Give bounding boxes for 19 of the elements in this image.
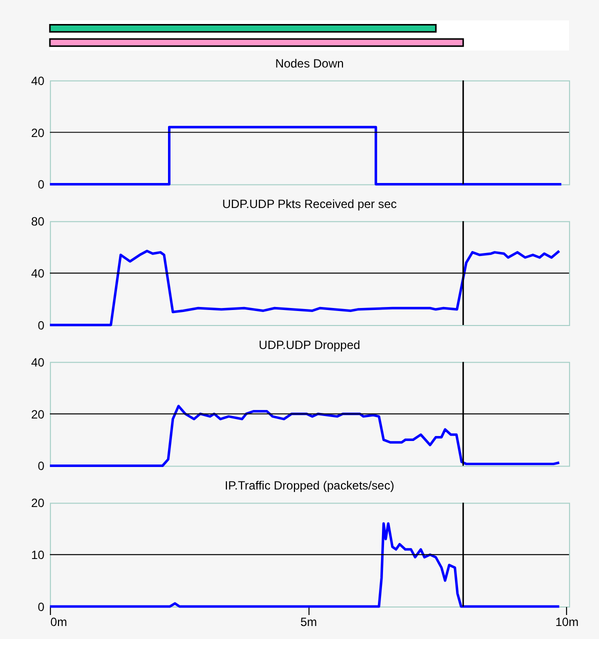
- y-tick-label: 40: [31, 266, 45, 281]
- y-tick-label: 20: [31, 126, 45, 140]
- chart-title: Nodes Down: [275, 56, 344, 70]
- y-tick-label: 80: [31, 214, 45, 229]
- y-tick-label: 10: [31, 548, 45, 562]
- y-tick-label: 40: [31, 355, 45, 370]
- y-tick-label: 0: [38, 178, 45, 192]
- y-tick-label: 0: [38, 318, 45, 332]
- chart-title: IP.Traffic Dropped (packets/sec): [224, 478, 394, 493]
- chart-title: UDP.UDP Dropped: [258, 338, 360, 352]
- y-tick-label: 0: [38, 600, 45, 614]
- x-tick-label: 10m: [555, 614, 579, 629]
- y-tick-label: 40: [31, 74, 45, 88]
- y-tick-label: 0: [38, 459, 45, 474]
- chart-title: UDP.UDP Pkts Received per sec: [222, 197, 397, 212]
- x-tick-label: 5m: [300, 614, 318, 629]
- y-tick-label: 20: [31, 407, 45, 422]
- x-tick-label: 0m: [50, 614, 68, 629]
- y-tick-label: 20: [31, 496, 45, 510]
